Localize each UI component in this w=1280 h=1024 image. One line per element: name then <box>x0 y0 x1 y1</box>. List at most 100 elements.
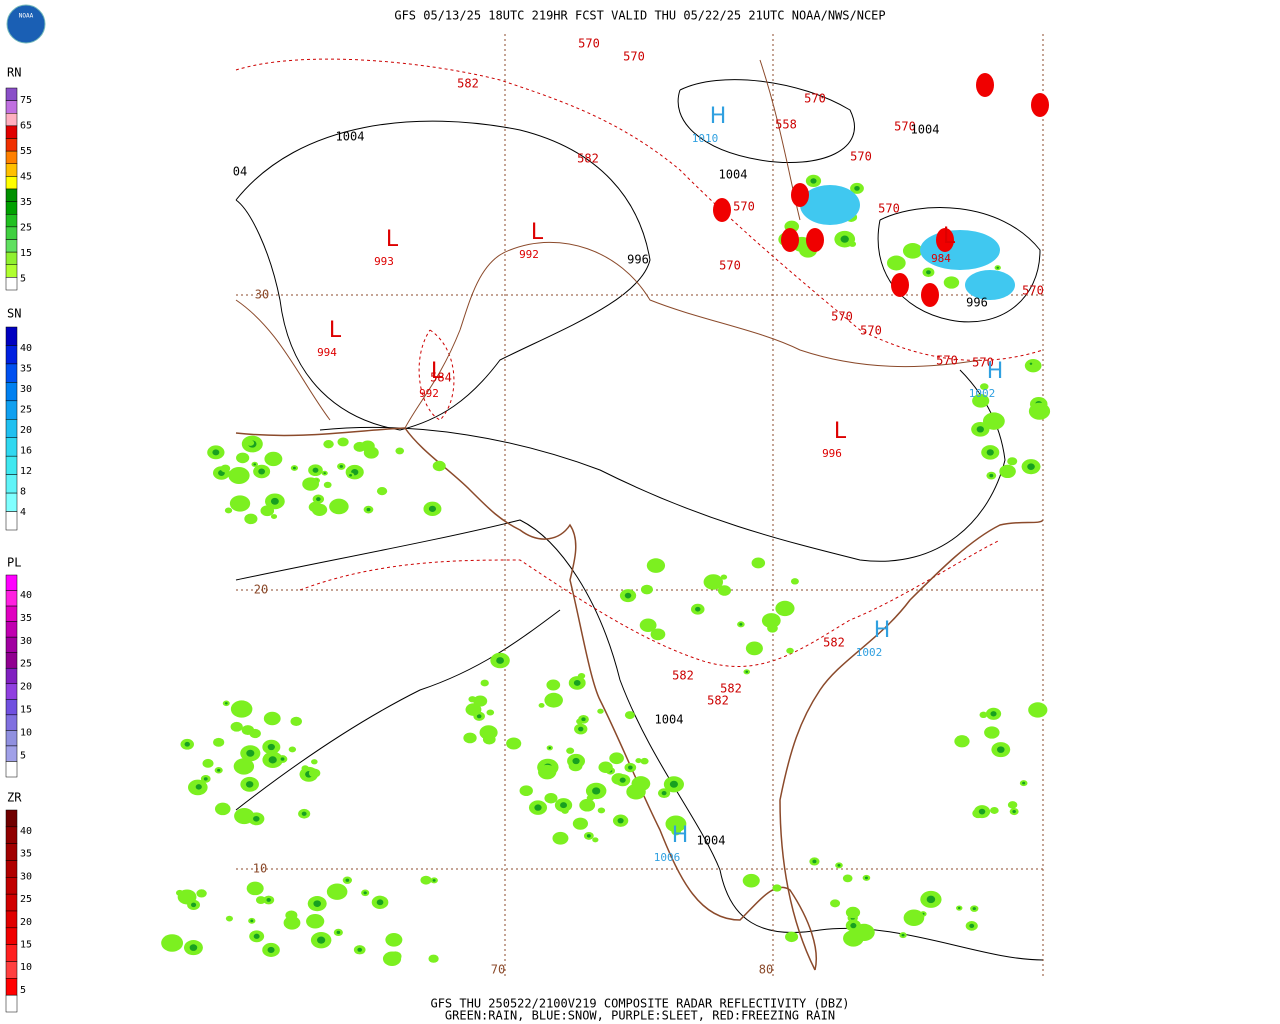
rain-core <box>969 923 975 928</box>
rain-area <box>288 746 297 753</box>
legend-swatch <box>5 264 18 278</box>
rain-core <box>1012 809 1016 814</box>
rain-core <box>267 946 275 954</box>
rain-area <box>954 735 970 748</box>
legend-label: 10 <box>20 727 32 738</box>
legend-swatch <box>5 714 18 731</box>
rain-core <box>224 702 228 705</box>
rain-area <box>772 884 782 892</box>
contour-label: 582 <box>672 669 694 683</box>
rain-core <box>253 463 257 466</box>
rain-core <box>990 711 997 717</box>
rain-area <box>597 708 604 714</box>
rain-area <box>842 874 853 883</box>
legend-label: 45 <box>20 172 32 183</box>
rain-core <box>926 270 931 275</box>
rain-core <box>810 178 817 184</box>
freezing-rain-area <box>1031 93 1049 117</box>
rain-area <box>999 464 1016 479</box>
rain-area <box>982 412 1005 430</box>
rain-area <box>671 827 682 836</box>
rain-area <box>886 255 906 271</box>
rain-area <box>790 578 799 585</box>
rain-area <box>980 383 989 390</box>
low-pressure: 992 <box>419 387 439 400</box>
rain-area <box>233 758 255 775</box>
contour-label: 570 <box>850 150 872 164</box>
rain-area <box>283 916 301 930</box>
rain-core <box>661 791 667 796</box>
rain-core <box>627 765 633 770</box>
rain-area <box>432 460 446 472</box>
grid-label: 30 <box>255 288 269 302</box>
rain-area <box>845 906 861 919</box>
rain-area <box>544 692 563 708</box>
coastline <box>779 519 1044 971</box>
rain-area <box>624 711 635 720</box>
legend-swatch <box>5 419 18 438</box>
isobar <box>677 79 855 164</box>
legend-swatch <box>5 910 18 929</box>
rain-area <box>385 932 403 947</box>
rain-area <box>745 641 763 656</box>
legend-label: 5 <box>20 750 26 761</box>
legend-label: 15 <box>20 940 32 951</box>
footer-line: GREEN:RAIN, BLUE:SNOW, PURPLE:SLEET, RED… <box>445 1009 835 1023</box>
legend-swatch <box>5 927 18 945</box>
snow-area <box>800 185 860 225</box>
legend-label: 8 <box>20 487 26 498</box>
contour-label: 584 <box>430 371 452 385</box>
rain-area <box>538 764 557 780</box>
legend-label: 65 <box>20 121 32 132</box>
rain-core <box>366 507 371 512</box>
thickness-line <box>299 539 1001 667</box>
contour-label: 582 <box>707 694 729 708</box>
freezing-rain-area <box>921 283 939 307</box>
rain-area <box>1024 358 1042 373</box>
contour-label: 1004 <box>655 713 684 727</box>
rain-area <box>650 628 666 641</box>
rain-core <box>476 714 482 719</box>
contour-label: 996 <box>966 296 988 310</box>
rain-area <box>202 758 214 768</box>
legend-swatch <box>5 683 18 700</box>
rain-core <box>592 787 601 795</box>
high-pressure: 1002 <box>856 646 883 659</box>
rain-area <box>703 574 724 590</box>
isobar <box>235 120 651 431</box>
rain-area <box>579 798 596 812</box>
legend-label: 5 <box>20 274 26 285</box>
rain-core <box>739 623 743 626</box>
rain-area <box>609 752 624 765</box>
legend-label: 35 <box>20 364 32 375</box>
rain-core <box>978 808 986 815</box>
rain-area <box>646 558 666 573</box>
lat-lon-grid <box>236 34 1044 978</box>
contour-label: 570 <box>623 50 645 64</box>
rain-area <box>640 757 649 765</box>
rain-core <box>217 768 221 772</box>
rain-core <box>624 592 632 599</box>
rain-area <box>830 899 841 908</box>
rain-area <box>323 481 332 489</box>
rain-area <box>631 776 651 792</box>
rain-core <box>745 670 749 673</box>
rain-core <box>253 933 260 939</box>
contour-label: 570 <box>733 200 755 214</box>
legend-label: 20 <box>20 917 32 928</box>
low-symbol: L <box>329 318 342 343</box>
rain-area <box>979 711 988 718</box>
high-pressure: 1002 <box>969 387 996 400</box>
legend-title: PL <box>7 556 21 570</box>
rain-core <box>336 930 341 934</box>
rain-core <box>1029 362 1033 365</box>
contour-label: 558 <box>775 118 797 132</box>
rain-area <box>592 837 599 843</box>
legend-swatch <box>5 511 18 531</box>
rain-area <box>902 243 923 259</box>
rain-core <box>840 235 849 243</box>
legend-label: 20 <box>20 682 32 693</box>
rain-core <box>212 449 220 456</box>
legend-swatch <box>5 652 18 669</box>
coastline <box>235 427 817 971</box>
